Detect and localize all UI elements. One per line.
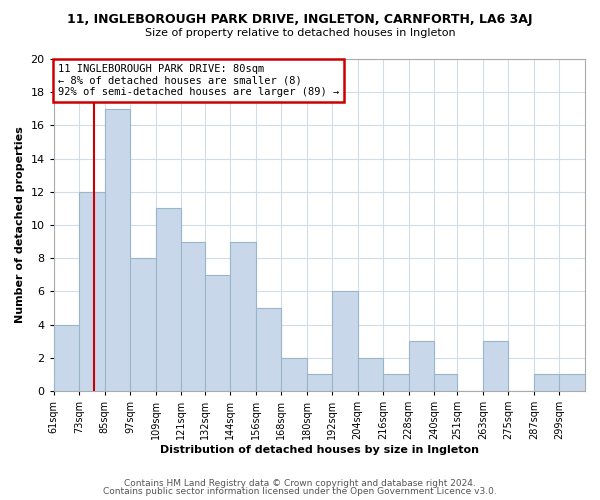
Bar — [358, 358, 383, 391]
Text: Size of property relative to detached houses in Ingleton: Size of property relative to detached ho… — [145, 28, 455, 38]
Text: 11 INGLEBOROUGH PARK DRIVE: 80sqm
← 8% of detached houses are smaller (8)
92% of: 11 INGLEBOROUGH PARK DRIVE: 80sqm ← 8% o… — [58, 64, 339, 97]
Bar — [307, 374, 332, 391]
Bar — [130, 258, 156, 391]
Y-axis label: Number of detached properties: Number of detached properties — [15, 126, 25, 324]
Text: 11, INGLEBOROUGH PARK DRIVE, INGLETON, CARNFORTH, LA6 3AJ: 11, INGLEBOROUGH PARK DRIVE, INGLETON, C… — [67, 12, 533, 26]
Bar — [54, 324, 79, 391]
Bar — [230, 242, 256, 391]
Text: Contains public sector information licensed under the Open Government Licence v3: Contains public sector information licen… — [103, 487, 497, 496]
Bar — [483, 341, 508, 391]
Bar — [332, 292, 358, 391]
Bar — [256, 308, 281, 391]
Bar — [409, 341, 434, 391]
Text: Contains HM Land Registry data © Crown copyright and database right 2024.: Contains HM Land Registry data © Crown c… — [124, 478, 476, 488]
Bar — [105, 109, 130, 391]
Bar — [534, 374, 559, 391]
Bar — [205, 274, 230, 391]
X-axis label: Distribution of detached houses by size in Ingleton: Distribution of detached houses by size … — [160, 445, 479, 455]
Bar — [79, 192, 105, 391]
Bar — [281, 358, 307, 391]
Bar — [181, 242, 205, 391]
Bar — [559, 374, 585, 391]
Bar — [434, 374, 457, 391]
Bar — [156, 208, 181, 391]
Bar — [383, 374, 409, 391]
